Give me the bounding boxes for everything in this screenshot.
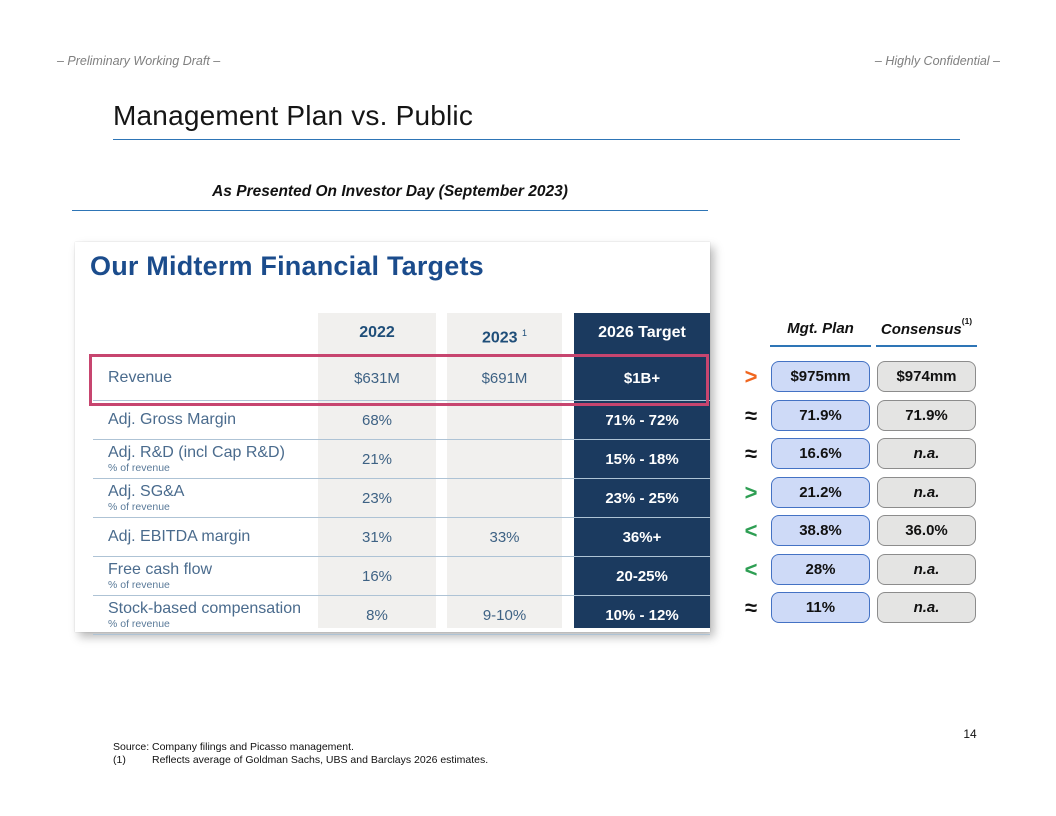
row-label: Stock-based compensation (108, 599, 301, 617)
consensus-header: Consensus(1) (876, 316, 977, 347)
comparison-symbol: < (744, 556, 758, 582)
subtitle: As Presented On Investor Day (September … (212, 183, 568, 200)
column-header-2023: 2023 1 (447, 313, 562, 353)
consensus-value: n.a. (877, 438, 976, 469)
mgt-plan-value: 28% (771, 553, 870, 585)
footnote-line: (1) Reflects average of Goldman Sachs, U… (113, 754, 488, 767)
page-number: 14 (963, 727, 977, 741)
cell-2023: 9-10% (482, 606, 527, 624)
mgt-plan-value: 11% (771, 592, 870, 623)
table-row: Adj. SG&A % of revenue 23% 23% - 25% (93, 479, 710, 518)
footnote-ref-2023: 1 (522, 328, 528, 338)
comparison-symbol: < (744, 518, 758, 543)
mgt-plan-header: Mgt. Plan (770, 320, 871, 347)
column-header-2022: 2022 (359, 324, 395, 341)
confidential-watermark: – Highly Confidential – (874, 54, 1000, 68)
investor-day-card: Our Midterm Financial Targets 2022 2023 … (75, 242, 710, 635)
cell-2023: $691M (481, 369, 528, 387)
cell-2026-target: $1B+ (623, 369, 661, 387)
mgt-plan-value: $975mm (771, 361, 870, 392)
column-band-2026-target (574, 313, 710, 628)
consensus-header-text: Consensus (880, 321, 962, 338)
mgt-plan-value: 21.2% (771, 476, 870, 508)
table-row: Stock-based compensation % of revenue 8%… (93, 596, 710, 635)
cell-2026-target: 10% - 12% (605, 606, 679, 624)
table-row: Revenue $631M $691M $1B+ (93, 356, 710, 401)
row-label: Adj. SG&A (108, 482, 185, 500)
column-header-2026-target: 2026 Target (574, 313, 710, 353)
row-sublabel: % of revenue (108, 461, 170, 474)
row-sublabel: % of revenue (108, 578, 170, 591)
card-title: Our Midterm Financial Targets (90, 251, 484, 281)
footnote-label: (1) (113, 754, 126, 766)
cell-2022: 23% (361, 489, 393, 507)
draft-watermark: – Preliminary Working Draft – (57, 54, 221, 68)
column-band-2023 (447, 313, 562, 628)
row-sublabel: % of revenue (108, 500, 170, 513)
mgt-plan-value: 71.9% (771, 399, 870, 431)
row-label: Adj. EBITDA margin (108, 528, 251, 546)
mgt-plan-value: 38.8% (771, 515, 870, 546)
consensus-value: $974mm (877, 361, 976, 392)
cell-2022: 31% (361, 528, 393, 546)
source-text: Company filings and Picasso management. (152, 741, 354, 753)
table-row: Free cash flow % of revenue 16% 20-25% (93, 557, 710, 596)
row-sublabel: % of revenue (108, 617, 170, 630)
subtitle-block: As Presented On Investor Day (September … (72, 183, 708, 211)
financial-targets-table: Revenue $631M $691M $1B+ Adj. Gross Marg… (93, 356, 710, 635)
cell-2026-target: 71% - 72% (605, 411, 679, 429)
source-label: Source: (113, 741, 150, 753)
cell-2026-target: 20-25% (616, 567, 668, 585)
consensus-value: n.a. (877, 476, 976, 508)
cell-2026-target: 36%+ (622, 528, 662, 546)
mgt-plan-value: 16.6% (771, 438, 870, 469)
consensus-value: n.a. (877, 592, 976, 623)
revenue-row-highlight (89, 354, 709, 406)
comparison-symbol: > (744, 364, 758, 389)
row-label: Adj. Gross Margin (108, 411, 237, 429)
comparison-symbol: ≈ (744, 441, 758, 466)
cell-2026-target: 23% - 25% (605, 489, 679, 507)
footnote-text: Reflects average of Goldman Sachs, UBS a… (152, 754, 489, 766)
consensus-value: 71.9% (877, 399, 976, 431)
cell-2022: 16% (361, 567, 393, 585)
cell-2022: 8% (366, 606, 388, 624)
cell-2023: 33% (489, 528, 520, 546)
table-row: Adj. Gross Margin 68% 71% - 72% (93, 401, 710, 440)
consensus-value: 36.0% (877, 515, 976, 546)
row-label: Free cash flow (108, 560, 213, 578)
page-title: Management Plan vs. Public (113, 100, 960, 140)
source-line: Source: Company filings and Picasso mana… (113, 741, 488, 754)
cell-2026-target: 15% - 18% (605, 450, 679, 468)
column-header-2023-text: 2023 (481, 329, 518, 347)
consensus-footnote-ref: (1) (961, 316, 973, 326)
comparison-symbol: ≈ (744, 402, 758, 428)
table-row: Adj. R&D (incl Cap R&D) % of revenue 21%… (93, 440, 710, 479)
cell-2022: 68% (361, 411, 393, 429)
row-label: Adj. R&D (incl Cap R&D) (108, 443, 285, 461)
cell-2022: 21% (361, 450, 393, 468)
comparison-symbol: > (744, 479, 758, 505)
footnotes: Source: Company filings and Picasso mana… (113, 741, 488, 767)
column-band-2022 (318, 313, 436, 628)
consensus-value: n.a. (877, 553, 976, 585)
table-row: Adj. EBITDA margin 31% 33% 36%+ (93, 518, 710, 557)
row-label: Revenue (108, 369, 173, 387)
cell-2022: $631M (354, 369, 400, 387)
comparison-symbol: ≈ (744, 595, 758, 620)
